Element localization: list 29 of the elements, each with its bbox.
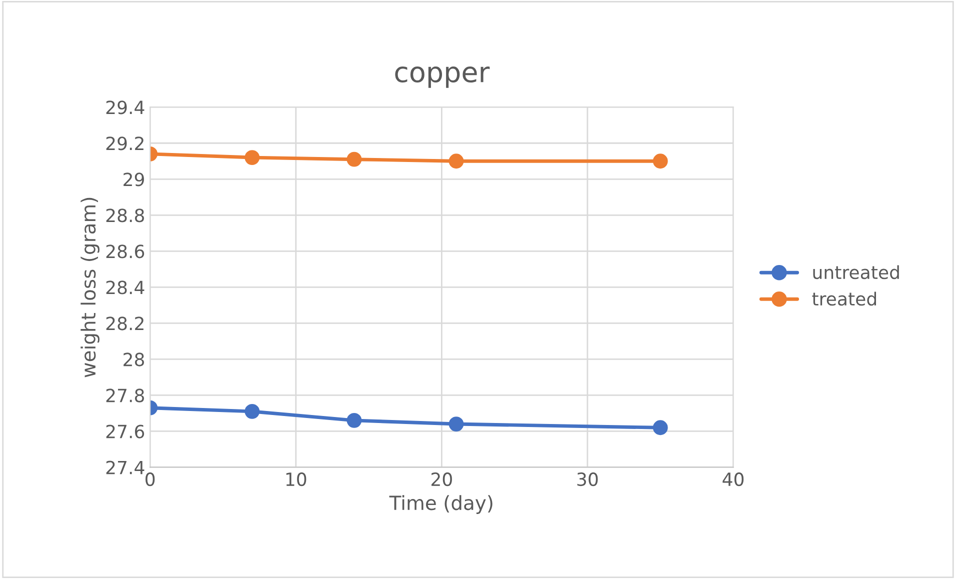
point bbox=[346, 412, 362, 428]
x-tick-label: 20 bbox=[432, 472, 452, 486]
point bbox=[448, 154, 464, 169]
point bbox=[652, 420, 668, 436]
point bbox=[652, 154, 668, 169]
point bbox=[244, 404, 260, 419]
point bbox=[244, 150, 260, 165]
chart-title: copper bbox=[395, 66, 490, 88]
x-axis-title: Time (day) bbox=[389, 495, 492, 514]
y-tick-label: 28.6 bbox=[106, 244, 144, 258]
y-axis-title: weight loss (gram) bbox=[80, 198, 100, 378]
y-tick-label: 29.4 bbox=[106, 100, 144, 114]
point bbox=[346, 152, 362, 167]
y-tick-label: 29.2 bbox=[106, 136, 144, 150]
point bbox=[448, 416, 464, 432]
y-tick-label: 28.4 bbox=[106, 280, 144, 294]
y-tick-label: 29 bbox=[124, 172, 144, 186]
legend-label: treated bbox=[812, 292, 876, 306]
y-tick-label: 28.2 bbox=[106, 316, 144, 330]
x-tick-label: 0 bbox=[146, 472, 155, 486]
x-tick-label: 10 bbox=[286, 472, 306, 486]
x-tick-label: 30 bbox=[577, 472, 598, 486]
x-tick-label: 40 bbox=[722, 472, 744, 486]
y-tick-label: 27.6 bbox=[106, 424, 144, 438]
y-tick-label: 28 bbox=[124, 352, 144, 366]
legend-label: untreated bbox=[813, 265, 899, 280]
y-tick-label: 27.4 bbox=[106, 460, 144, 474]
y-tick-label: 28.8 bbox=[106, 208, 144, 222]
y-tick-label: 27.8 bbox=[106, 388, 144, 402]
